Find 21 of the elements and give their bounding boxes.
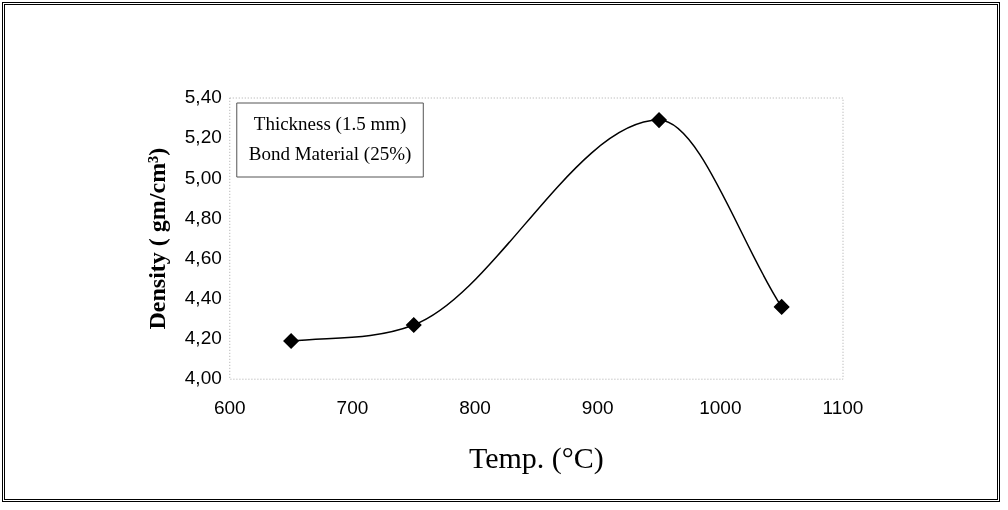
x-tick-label: 1000: [699, 396, 742, 418]
y-axis-title: Density ( gm/cm³): [143, 147, 170, 330]
x-tick-label: 800: [459, 396, 491, 418]
y-tick-label: 5,40: [184, 86, 222, 108]
y-tick-label: 4,20: [184, 327, 222, 349]
y-tick-label: 4,00: [184, 367, 222, 389]
x-tick-label: 900: [581, 396, 614, 418]
x-axis-title: Temp. (°C): [468, 440, 604, 475]
y-tick-label: 4,80: [184, 206, 222, 228]
y-tick-label: 5,00: [184, 166, 222, 188]
point: [283, 333, 299, 349]
point: [773, 299, 790, 315]
y-tick-label: 4,60: [184, 246, 222, 268]
y-tick-label: 4,40: [184, 287, 222, 309]
annotation: Thickness (1.5 mm) Bond Material (25%): [248, 112, 412, 165]
point: [406, 317, 422, 333]
x-tick-label: 1100: [822, 396, 864, 418]
x-tick-label: 700: [336, 396, 369, 418]
x-tick-label: 600: [213, 396, 246, 418]
point: [651, 112, 667, 128]
y-tick-label: 5,20: [184, 126, 222, 148]
